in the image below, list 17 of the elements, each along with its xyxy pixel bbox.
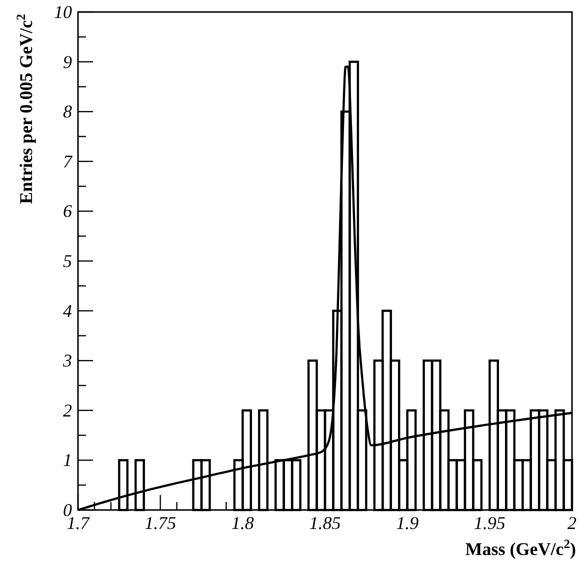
x-tick-label: 1.8	[231, 513, 254, 533]
x-tick-label: 1.75	[144, 513, 176, 533]
x-tick-label: 1.85	[309, 513, 341, 533]
y-tick-label: 9	[63, 52, 72, 72]
y-tick-label: 10	[54, 2, 72, 22]
y-tick-label: 7	[63, 151, 73, 172]
x-tick-label: 1.9	[396, 513, 419, 533]
y-tick-label: 1	[63, 450, 72, 470]
y-tick-label: 4	[63, 300, 72, 321]
y-tick-label: 5	[63, 251, 72, 271]
y-tick-label: 2	[63, 400, 72, 420]
y-tick-label: 3	[62, 350, 72, 371]
x-tick-label: 1.95	[474, 513, 506, 533]
x-axis-title: Mass (GeV/c$^{2}$)	[465, 537, 576, 559]
y-tick-label: 8	[63, 102, 72, 122]
y-tick-label: 6	[63, 201, 72, 222]
x-tick-label: 2	[568, 513, 576, 533]
